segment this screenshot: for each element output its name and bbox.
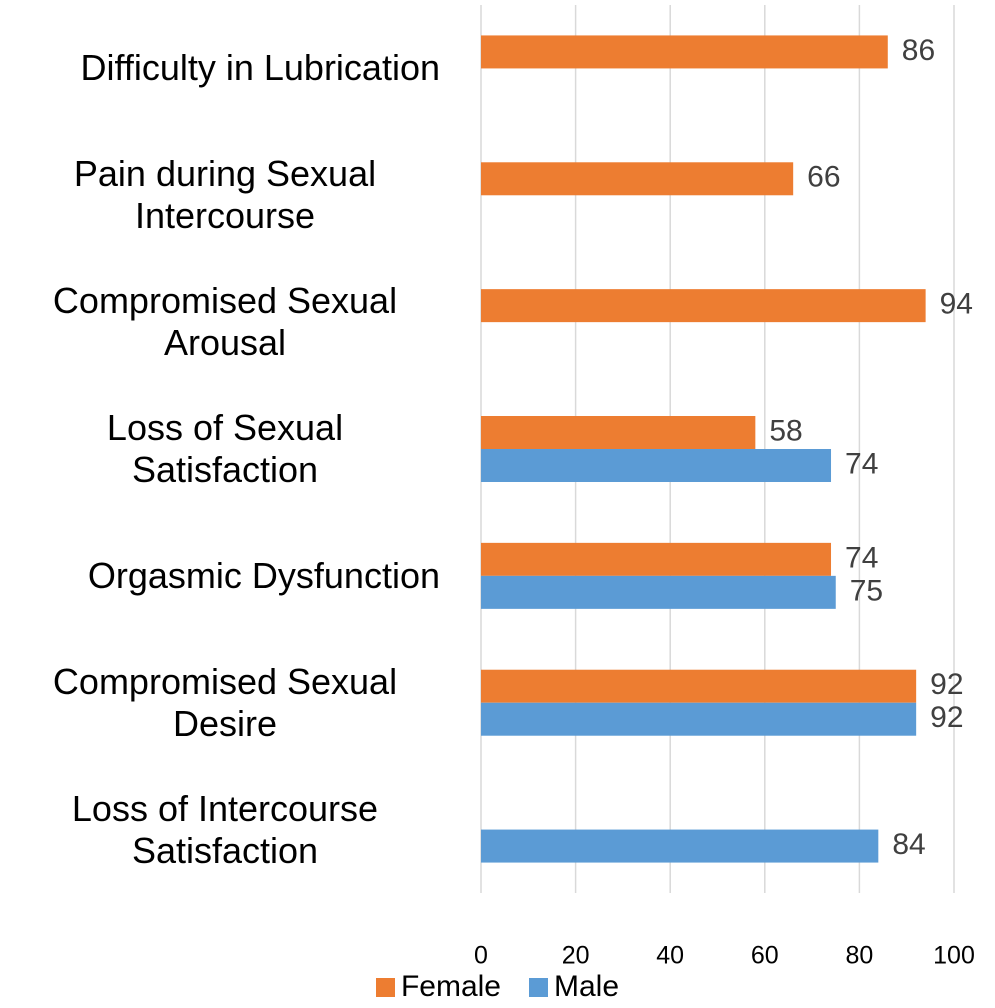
bar: [481, 575, 836, 609]
bar: [481, 702, 917, 736]
y-tick-label: Compromised Sexual Arousal: [52, 280, 398, 364]
data-label: 84: [892, 828, 925, 861]
data-label: 86: [902, 34, 935, 67]
bar: [481, 162, 794, 196]
data-label: 74: [845, 541, 878, 574]
bar: [481, 542, 832, 576]
x-tick-label: 0: [474, 942, 488, 970]
data-label: 58: [769, 414, 802, 447]
legend-label: Male: [554, 970, 620, 1003]
bar: [481, 416, 756, 449]
legend-swatch: [529, 977, 548, 997]
x-tick-label: 40: [656, 942, 684, 970]
legend-swatch: [375, 977, 395, 997]
legend: Female Male: [0, 970, 995, 1005]
data-label: 66: [807, 161, 840, 194]
bar: [481, 449, 832, 482]
y-tick-label: Orgasmic Dysfunction: [87, 554, 440, 596]
y-tick-label: Loss of Intercourse Satisfaction: [71, 787, 379, 871]
y-tick-label: Difficulty in Lubrication: [80, 47, 440, 89]
x-tick-label: 80: [845, 942, 873, 970]
bar: [481, 669, 917, 703]
legend-label: Female: [400, 970, 501, 1003]
data-label: 94: [940, 288, 973, 321]
data-label: 74: [845, 447, 878, 480]
x-tick-label: 20: [562, 942, 590, 970]
x-tick-label: 100: [933, 942, 975, 970]
y-tick-label: Compromised Sexual Desire: [52, 660, 398, 744]
legend-item: Male: [529, 970, 619, 1004]
data-label: 92: [930, 701, 963, 734]
legend-item: Female: [375, 970, 501, 1004]
y-tick-label: Pain during Sexual Intercourse: [73, 153, 377, 237]
data-label: 92: [930, 668, 963, 701]
bar: [481, 289, 926, 323]
y-tick-label: Loss of Sexual Satisfaction: [106, 407, 344, 490]
bar: [481, 35, 888, 69]
x-tick-label: 60: [751, 942, 779, 970]
data-label: 75: [850, 574, 883, 607]
bar: [481, 829, 879, 863]
